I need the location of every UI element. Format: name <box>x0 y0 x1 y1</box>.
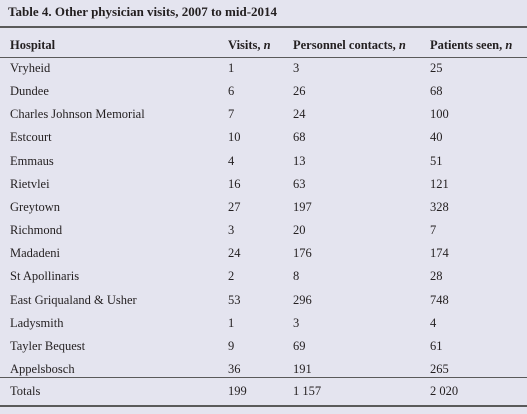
hospital-name: Vryheid <box>10 61 51 75</box>
hospital-name: Ladysmith <box>10 315 64 330</box>
table-cell: 1 <box>228 315 235 330</box>
header-label: Hospital <box>10 38 56 52</box>
table-cell: 24 <box>293 107 306 122</box>
totals-label: Totals <box>10 384 41 398</box>
hospital-name: Estcourt <box>10 130 52 145</box>
table-cell: 68 <box>293 130 306 145</box>
rule <box>0 377 527 378</box>
table-cell: 25 <box>430 61 443 75</box>
column-header: Personnel contacts, n <box>293 37 406 53</box>
table-cell: 10 <box>228 130 241 145</box>
table-cell: 6 <box>228 84 235 99</box>
table-cell: 100 <box>430 107 449 122</box>
rule <box>0 57 527 58</box>
table-cell: 265 <box>430 361 449 376</box>
hospital-name: St Apollinaris <box>10 269 80 284</box>
header-unit: n <box>263 38 271 52</box>
table-cell: 24 <box>228 246 241 261</box>
table-cell: 61 <box>430 338 443 353</box>
table-cell: 7 <box>430 223 437 238</box>
table-cell: 2 <box>228 269 235 284</box>
table-cell: 26 <box>293 84 306 99</box>
table-title: Table 4. Other physician visits, 2007 to… <box>8 4 278 19</box>
table-cell: 197 <box>293 199 312 214</box>
hospital-name: Emmaus <box>10 153 54 168</box>
hospital-name: Tayler Bequest <box>10 338 86 353</box>
table-cell: 121 <box>430 176 449 191</box>
table-cell: 3 <box>228 223 235 238</box>
table-cell: 68 <box>430 84 443 99</box>
table-cell: 36 <box>228 361 241 376</box>
table-cell: 296 <box>293 292 312 307</box>
table-cell: 20 <box>293 223 306 238</box>
header-label: Personnel contacts, <box>293 38 396 52</box>
hospital-name: Madadeni <box>10 246 60 261</box>
table-cell: 3 <box>293 61 300 75</box>
table-cell: 748 <box>430 292 449 307</box>
column-header: Hospital <box>10 37 55 53</box>
totals-cell: 199 <box>228 384 247 398</box>
hospital-name: Rietvlei <box>10 176 50 191</box>
hospital-name: East Griqualand & Usher <box>10 292 137 307</box>
table-cell: 69 <box>293 338 306 353</box>
header-label: Visits, <box>228 38 261 52</box>
table-cell: 53 <box>228 292 241 307</box>
rule <box>0 405 527 407</box>
table-cell: 8 <box>293 269 300 284</box>
table-cell: 63 <box>293 176 306 191</box>
column-header: Patients seen, n <box>430 37 512 53</box>
column-header: Visits, n <box>228 37 271 53</box>
table-cell: 16 <box>228 176 241 191</box>
table-cell: 328 <box>430 199 449 214</box>
header-unit: n <box>398 38 406 52</box>
hospital-name: Dundee <box>10 84 49 99</box>
table-cell: 4 <box>430 315 437 330</box>
table-cell: 3 <box>293 315 300 330</box>
table-cell: 174 <box>430 246 449 261</box>
table-cell: 28 <box>430 269 443 284</box>
totals-cell: 2 020 <box>430 384 459 398</box>
hospital-name: Richmond <box>10 223 63 238</box>
header-label: Patients seen, <box>430 38 503 52</box>
table-cell: 7 <box>228 107 235 122</box>
table-cell: 4 <box>228 153 235 168</box>
table-cell: 9 <box>228 338 235 353</box>
table-cell: 176 <box>293 246 312 261</box>
table-cell: 191 <box>293 361 312 376</box>
table-cell: 27 <box>228 199 241 214</box>
table-cell: 13 <box>293 153 306 168</box>
hospital-name: Greytown <box>10 199 60 214</box>
table-cell: 1 <box>228 61 235 75</box>
hospital-name: Appelsbosch <box>10 361 75 376</box>
totals-cell: 1 157 <box>293 384 322 398</box>
header-unit: n <box>505 38 513 52</box>
rule <box>0 26 527 28</box>
table-cell: 51 <box>430 153 443 168</box>
table-cell: 40 <box>430 130 443 145</box>
hospital-name: Charles Johnson Memorial <box>10 107 145 122</box>
